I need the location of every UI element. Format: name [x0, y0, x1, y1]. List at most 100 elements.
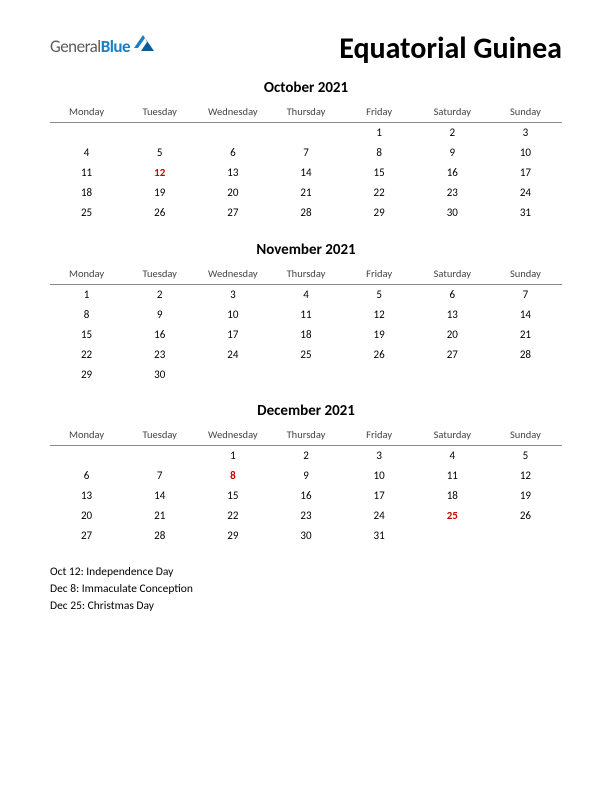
day-cell: 28: [269, 203, 342, 223]
day-cell: 27: [50, 526, 123, 546]
day-cell: 8: [196, 466, 269, 486]
day-cell: 2: [123, 284, 196, 304]
day-cell: 23: [416, 183, 489, 203]
day-cell: 7: [123, 466, 196, 486]
day-cell: [123, 123, 196, 143]
day-cell: [269, 123, 342, 143]
day-cell: 15: [343, 163, 416, 183]
day-cell: 13: [196, 163, 269, 183]
weekday-header: Sunday: [489, 263, 562, 285]
table-row: 891011121314: [50, 304, 562, 324]
table-row: 25262728293031: [50, 203, 562, 223]
calendar-table: MondayTuesdayWednesdayThursdayFridaySatu…: [50, 101, 562, 223]
day-cell: 26: [489, 506, 562, 526]
day-cell: 11: [269, 304, 342, 324]
day-cell: 1: [343, 123, 416, 143]
day-cell: 19: [489, 486, 562, 506]
day-cell: 2: [416, 123, 489, 143]
day-cell: 9: [416, 143, 489, 163]
day-cell: 4: [269, 284, 342, 304]
day-cell: 3: [343, 446, 416, 466]
weekday-header: Sunday: [489, 101, 562, 123]
calendar-table: MondayTuesdayWednesdayThursdayFridaySatu…: [50, 424, 562, 546]
day-cell: 25: [416, 506, 489, 526]
day-cell: 30: [416, 203, 489, 223]
weekday-header: Wednesday: [196, 263, 269, 285]
table-row: 15161718192021: [50, 324, 562, 344]
table-row: 2728293031: [50, 526, 562, 546]
months-container: October 2021MondayTuesdayWednesdayThursd…: [50, 79, 562, 546]
day-cell: 6: [416, 284, 489, 304]
day-cell: 17: [343, 486, 416, 506]
table-row: 2930: [50, 364, 562, 384]
day-cell: 25: [269, 344, 342, 364]
weekday-header: Tuesday: [123, 424, 196, 446]
day-cell: [416, 526, 489, 546]
day-cell: 1: [50, 284, 123, 304]
holiday-list: Oct 12: Independence DayDec 8: Immaculat…: [50, 564, 562, 616]
weekday-header: Monday: [50, 101, 123, 123]
day-cell: 13: [416, 304, 489, 324]
weekday-header: Saturday: [416, 101, 489, 123]
day-cell: 23: [123, 344, 196, 364]
table-row: 12345: [50, 446, 562, 466]
day-cell: 24: [489, 183, 562, 203]
day-cell: 11: [50, 163, 123, 183]
day-cell: 27: [416, 344, 489, 364]
day-cell: 31: [343, 526, 416, 546]
day-cell: 23: [269, 506, 342, 526]
table-row: 20212223242526: [50, 506, 562, 526]
day-cell: 18: [269, 324, 342, 344]
weekday-header: Wednesday: [196, 424, 269, 446]
day-cell: 11: [416, 466, 489, 486]
day-cell: 6: [196, 143, 269, 163]
day-cell: 18: [50, 183, 123, 203]
day-cell: [123, 446, 196, 466]
day-cell: 8: [343, 143, 416, 163]
day-cell: 13: [50, 486, 123, 506]
holiday-item: Dec 25: Christmas Day: [50, 598, 562, 615]
day-cell: 9: [269, 466, 342, 486]
logo-text-general: General: [50, 36, 101, 57]
day-cell: [343, 364, 416, 384]
day-cell: 3: [196, 284, 269, 304]
day-cell: 24: [196, 344, 269, 364]
day-cell: 28: [123, 526, 196, 546]
month-title: October 2021: [50, 79, 562, 97]
day-cell: 5: [489, 446, 562, 466]
table-row: 45678910: [50, 143, 562, 163]
day-cell: 26: [123, 203, 196, 223]
month-title: November 2021: [50, 241, 562, 259]
day-cell: 2: [269, 446, 342, 466]
day-cell: 12: [489, 466, 562, 486]
day-cell: 10: [196, 304, 269, 324]
table-row: 6789101112: [50, 466, 562, 486]
day-cell: 5: [123, 143, 196, 163]
day-cell: 29: [343, 203, 416, 223]
day-cell: 5: [343, 284, 416, 304]
day-cell: 18: [416, 486, 489, 506]
day-cell: 14: [269, 163, 342, 183]
day-cell: 22: [343, 183, 416, 203]
weekday-header: Thursday: [269, 424, 342, 446]
day-cell: 21: [269, 183, 342, 203]
table-row: 11121314151617: [50, 163, 562, 183]
holiday-item: Oct 12: Independence Day: [50, 564, 562, 581]
day-cell: [196, 364, 269, 384]
day-cell: 14: [123, 486, 196, 506]
day-cell: 16: [123, 324, 196, 344]
day-cell: [416, 364, 489, 384]
calendar-table: MondayTuesdayWednesdayThursdayFridaySatu…: [50, 263, 562, 385]
weekday-header: Monday: [50, 424, 123, 446]
day-cell: 10: [343, 466, 416, 486]
day-cell: 7: [489, 284, 562, 304]
day-cell: 29: [50, 364, 123, 384]
day-cell: 22: [196, 506, 269, 526]
day-cell: 20: [50, 506, 123, 526]
day-cell: 27: [196, 203, 269, 223]
weekday-header: Thursday: [269, 263, 342, 285]
day-cell: 29: [196, 526, 269, 546]
weekday-header: Wednesday: [196, 101, 269, 123]
day-cell: 16: [269, 486, 342, 506]
logo-text-blue: Blue: [101, 36, 130, 57]
